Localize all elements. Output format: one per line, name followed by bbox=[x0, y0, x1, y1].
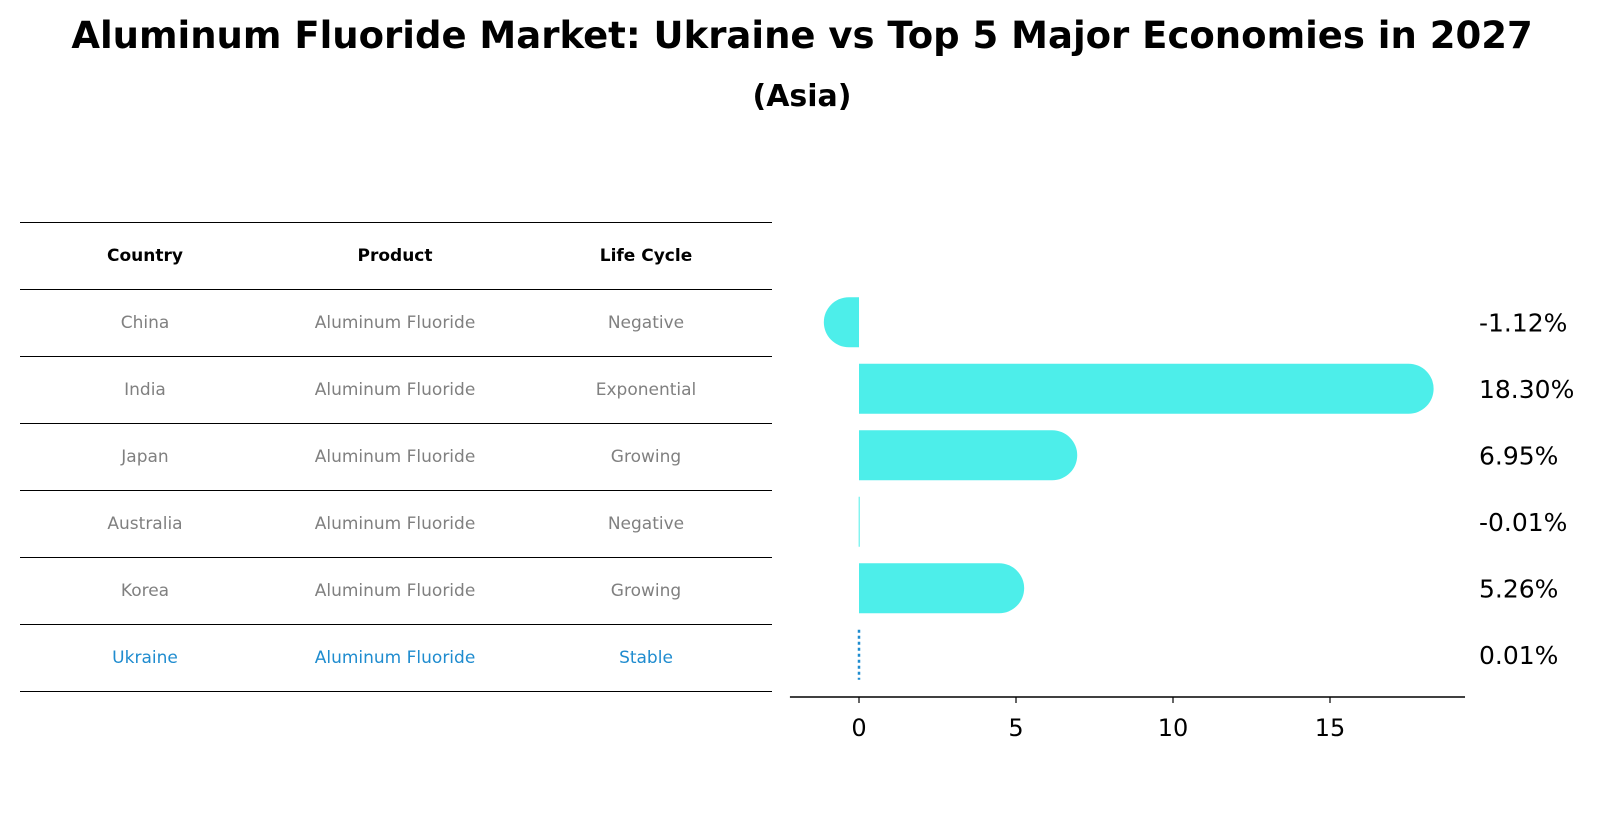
header-country: Country bbox=[107, 246, 183, 266]
bar-australia bbox=[858, 496, 860, 547]
value-label-india: 18.30% bbox=[1479, 375, 1574, 404]
table-row: Australia Aluminum Fluoride Negative bbox=[20, 490, 772, 557]
data-table: Country Product Life Cycle China Aluminu… bbox=[20, 222, 772, 692]
cell-product: Aluminum Fluoride bbox=[314, 581, 476, 601]
value-label-korea: 5.26% bbox=[1479, 574, 1558, 603]
table-row: China Aluminum Fluoride Negative bbox=[20, 289, 772, 356]
cell-country: India bbox=[124, 380, 166, 400]
cell-country: China bbox=[120, 313, 170, 333]
table-row: Japan Aluminum Fluoride Growing bbox=[20, 423, 772, 490]
x-tick-label-0: 0 bbox=[851, 714, 866, 742]
cell-life-cycle: Stable bbox=[619, 648, 673, 668]
bar-japan bbox=[859, 430, 1078, 481]
cell-product: Aluminum Fluoride bbox=[314, 648, 476, 668]
cell-life-cycle: Negative bbox=[607, 514, 685, 534]
cell-product: Aluminum Fluoride bbox=[314, 514, 476, 534]
cell-country: Ukraine bbox=[112, 648, 178, 668]
value-label-japan: 6.95% bbox=[1479, 441, 1558, 470]
cell-life-cycle: Growing bbox=[610, 447, 682, 467]
value-label-china: -1.12% bbox=[1479, 308, 1567, 337]
cell-country: Korea bbox=[120, 581, 170, 601]
chart-subtitle: (Asia) bbox=[752, 79, 852, 114]
cell-product: Aluminum Fluoride bbox=[314, 380, 476, 400]
cell-product: Aluminum Fluoride bbox=[314, 313, 476, 333]
header-product: Product bbox=[357, 246, 433, 266]
cell-life-cycle: Exponential bbox=[595, 380, 697, 400]
table-row: Korea Aluminum Fluoride Growing bbox=[20, 557, 772, 624]
x-tick-label-15: 15 bbox=[1315, 714, 1346, 742]
cell-life-cycle: Negative bbox=[607, 313, 685, 333]
header-life-cycle: Life Cycle bbox=[599, 246, 693, 266]
cell-life-cycle: Growing bbox=[610, 581, 682, 601]
x-tick-label-10: 10 bbox=[1158, 714, 1189, 742]
chart-title: Aluminum Fluoride Market: Ukraine vs Top… bbox=[71, 14, 1533, 57]
cell-country: Australia bbox=[107, 514, 183, 534]
value-label-ukraine: 0.01% bbox=[1479, 641, 1558, 670]
table-header-row: Country Product Life Cycle bbox=[20, 222, 772, 289]
x-tick-label-5: 5 bbox=[1008, 714, 1023, 742]
table-row: India Aluminum Fluoride Exponential bbox=[20, 356, 772, 423]
bar-korea bbox=[859, 563, 1025, 614]
cell-product: Aluminum Fluoride bbox=[314, 447, 476, 467]
bar-india bbox=[859, 363, 1434, 414]
value-label-australia: -0.01% bbox=[1479, 508, 1567, 537]
table-row-highlighted: Ukraine Aluminum Fluoride Stable bbox=[20, 624, 772, 692]
bar-china bbox=[823, 297, 859, 348]
cell-country: Japan bbox=[121, 447, 169, 467]
